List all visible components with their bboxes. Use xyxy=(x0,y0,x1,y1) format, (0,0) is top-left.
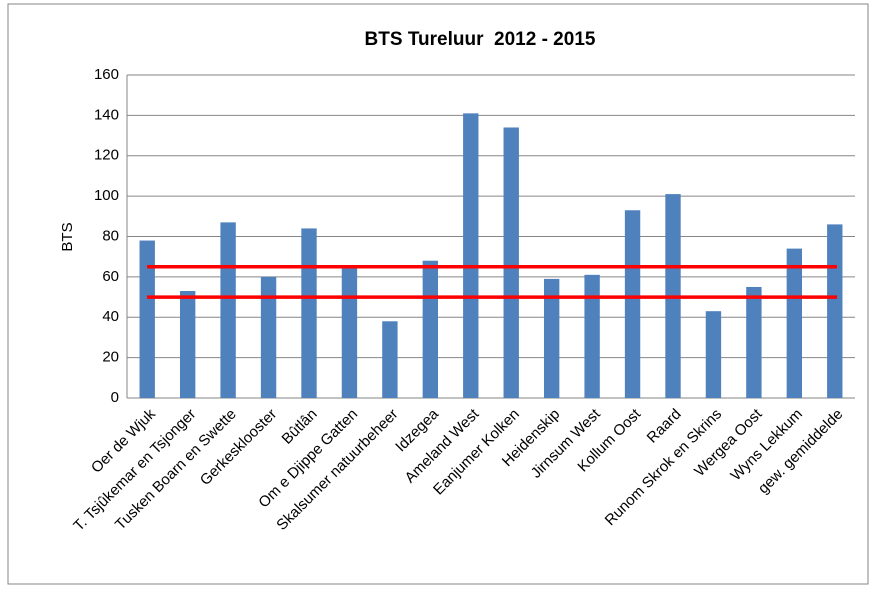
bar xyxy=(624,210,641,398)
y-tick-label: 60 xyxy=(102,268,119,285)
bar xyxy=(543,278,560,398)
bar xyxy=(341,266,358,398)
bar xyxy=(301,228,317,398)
y-tick-label: 100 xyxy=(94,187,119,204)
bar xyxy=(260,276,277,398)
bar xyxy=(422,260,439,398)
bar xyxy=(705,311,722,398)
bar xyxy=(827,224,843,398)
bar xyxy=(382,321,398,398)
bar xyxy=(503,127,519,399)
bar xyxy=(463,113,479,398)
y-tick-label: 120 xyxy=(94,147,119,164)
y-tick-label: 160 xyxy=(94,66,119,83)
chart-title: BTS Tureluur 2012 - 2015 xyxy=(365,29,596,50)
y-axis-label: BTS xyxy=(59,222,76,251)
y-tick-label: 0 xyxy=(111,389,119,406)
bar xyxy=(746,286,762,398)
bar xyxy=(179,291,196,398)
y-tick-label: 40 xyxy=(102,308,119,325)
y-tick-label: 80 xyxy=(102,227,119,244)
bar xyxy=(786,248,803,398)
y-tick-label: 140 xyxy=(94,106,119,123)
bar xyxy=(139,240,155,398)
bar xyxy=(220,222,236,398)
y-tick-label: 20 xyxy=(102,349,119,366)
bar xyxy=(584,274,600,398)
